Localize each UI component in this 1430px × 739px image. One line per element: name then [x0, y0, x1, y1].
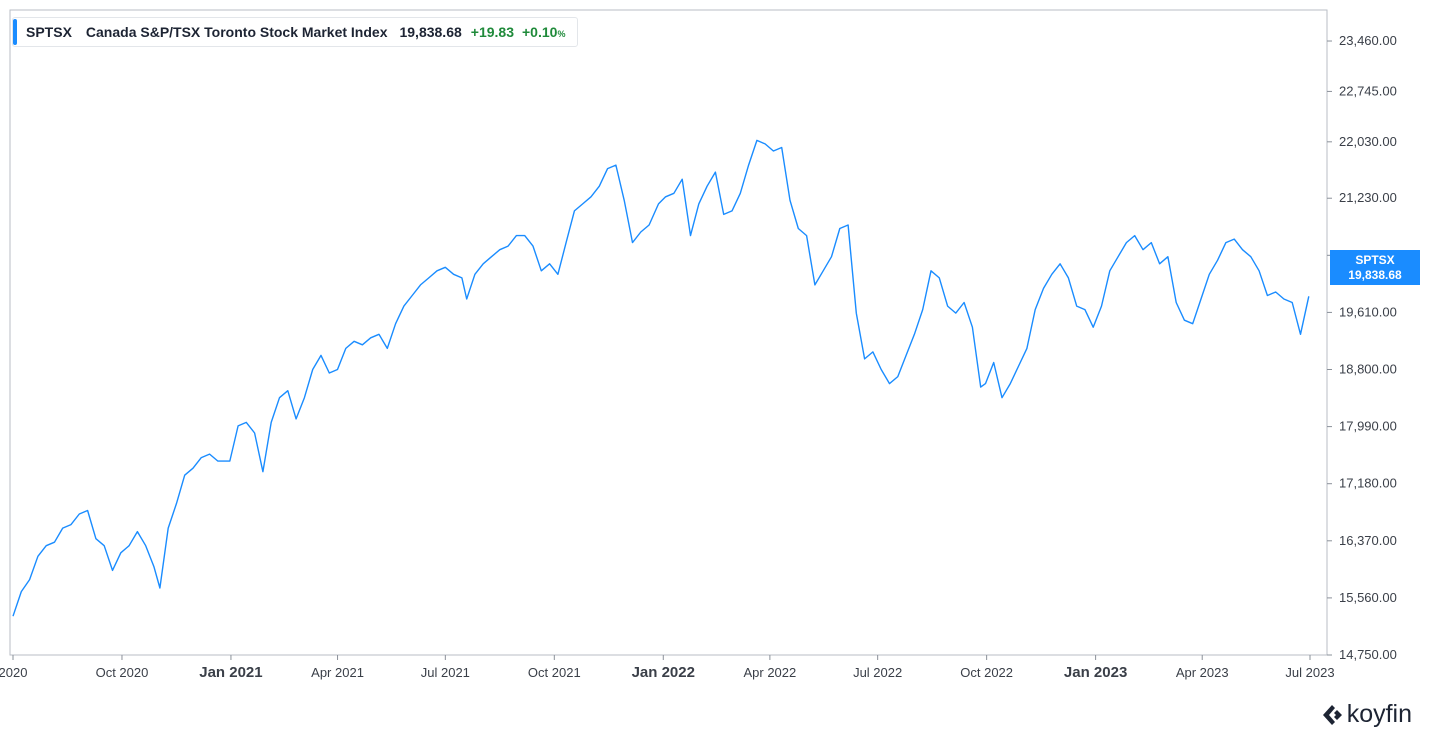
plot-border — [9, 9, 1328, 656]
y-tick-label: 22,745.00 — [1339, 83, 1397, 98]
x-tick-label: Apr 2021 — [311, 665, 364, 680]
y-tick-label: 21,230.00 — [1339, 190, 1397, 205]
x-tick-label: Jul 2022 — [853, 665, 902, 680]
y-tick-label: 17,180.00 — [1339, 476, 1397, 491]
series-layer — [12, 139, 1310, 617]
brand-logo: koyfin — [1320, 700, 1412, 729]
series-line-sptsx — [12, 139, 1310, 617]
y-tick-label: 15,560.00 — [1339, 590, 1397, 605]
legend-color-marker — [13, 19, 17, 45]
x-tick-label: Jan 2022 — [632, 664, 695, 681]
koyfin-logo-icon — [1322, 704, 1342, 725]
x-tick-label: Oct 2021 — [528, 665, 581, 680]
x-tick-label: Oct 2020 — [96, 665, 149, 680]
legend-index-name: Canada S&P/TSX Toronto Stock Market Inde… — [85, 24, 388, 40]
legend-change: +19.83 — [470, 24, 514, 40]
y-tick-label: 22,030.00 — [1339, 134, 1397, 149]
last-price-tag-value: 19,838.68 — [1348, 268, 1402, 282]
x-tick-label: Jan 2023 — [1064, 664, 1127, 681]
legend-symbol: SPTSX — [26, 24, 72, 40]
x-tick-label: Apr 2023 — [1176, 665, 1229, 680]
chart-legend[interactable]: SPTSX Canada S&P/TSX Toronto Stock Marke… — [12, 17, 579, 47]
brand-name: koyfin — [1346, 700, 1412, 728]
x-axis: 2020 Oct 2020 Jan 2021 Apr 2021 Jul 2021 Oct … — [0, 655, 1335, 681]
x-tick-label: Jan 2021 — [199, 664, 262, 681]
y-tick-label: 16,370.00 — [1339, 533, 1397, 548]
legend-change-percent: +0.10% — [522, 24, 566, 40]
x-tick-label: Jul 2023 — [1285, 665, 1334, 680]
y-tick-label: 14,750.00 — [1339, 647, 1397, 662]
plot-frame — [9, 9, 1328, 656]
legend-price: 19,838.68 — [399, 24, 462, 40]
x-tick-label: Jul 2021 — [421, 665, 470, 680]
y-tick-label: 18,800.00 — [1339, 362, 1397, 377]
x-tick-label: Oct 2022 — [960, 665, 1013, 680]
x-tick-label: 2020 — [0, 665, 27, 680]
last-price-tag: SPTSX 19,838.68 — [1330, 250, 1420, 285]
y-tick-label: 19,610.00 — [1339, 304, 1397, 319]
y-tick-label: 23,460.00 — [1339, 33, 1397, 48]
last-price-tag-symbol: SPTSX — [1355, 253, 1395, 267]
x-tick-label: Apr 2022 — [743, 665, 796, 680]
y-axis: 14,750.00 15,560.00 16,370.00 17,180.00 17,9… — [1327, 33, 1397, 662]
y-tick-label: 17,990.00 — [1339, 419, 1397, 434]
